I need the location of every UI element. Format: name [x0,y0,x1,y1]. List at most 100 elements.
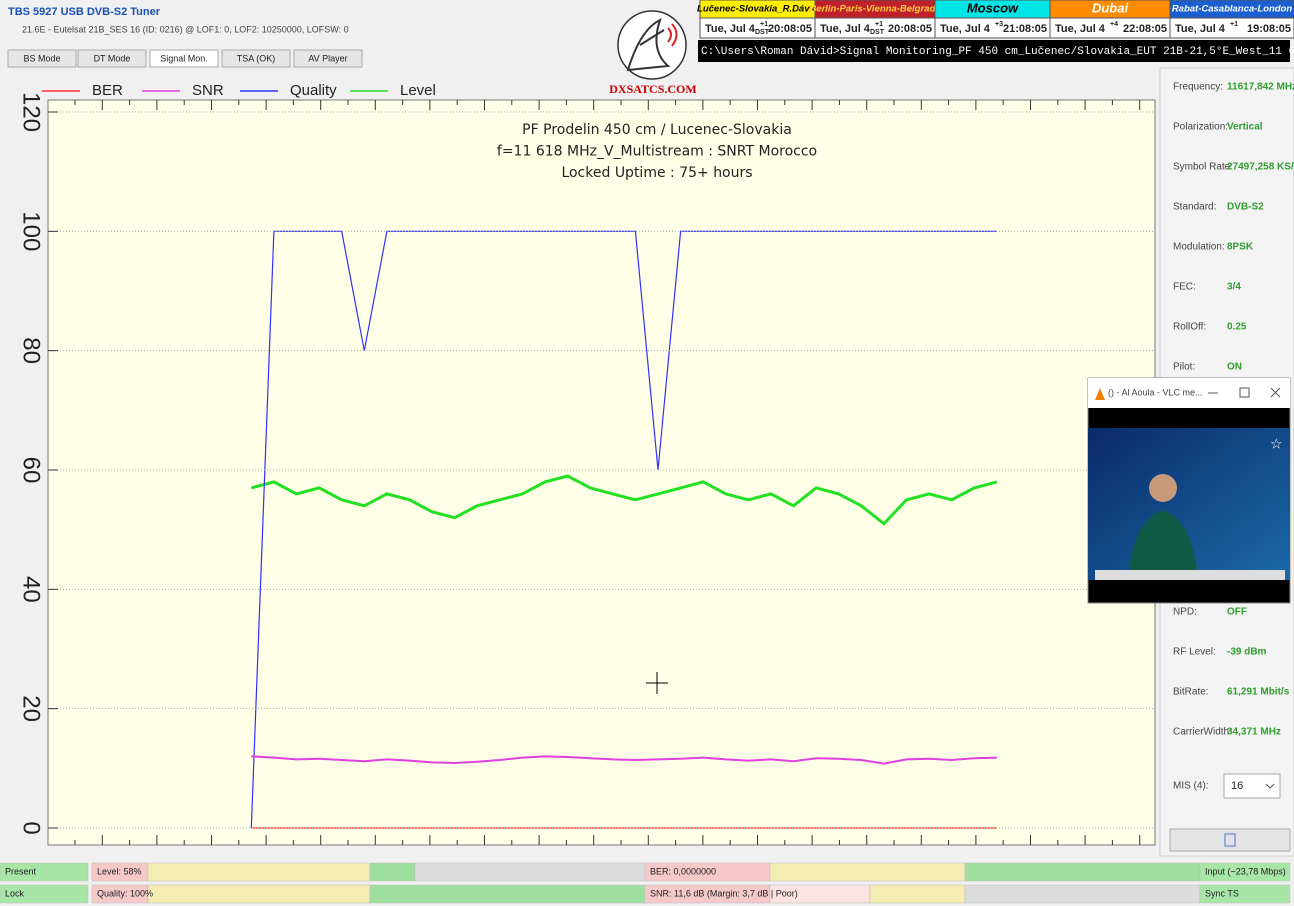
info-label: FEC: [1173,282,1196,293]
info-label: Pilot: [1173,362,1195,373]
status-segment [769,862,966,882]
y-tick-label: 100 [18,211,45,251]
info-value: 34,371 MHz [1227,727,1281,738]
legend-label: Level [400,82,436,99]
desk [1095,570,1285,580]
tab-label[interactable]: DT Mode [94,53,131,63]
info-label: Standard: [1173,202,1216,213]
dropdown-arrow [1265,783,1275,789]
info-label: Frequency: [1173,82,1223,93]
clock-date: Tue, Jul 4 [820,23,871,35]
tab[interactable] [7,49,77,68]
clock-time: 20:08:05 [888,23,932,35]
clock-time: 21:08:05 [1003,23,1047,35]
vlc-titlebar [1088,378,1290,408]
clock-date: Tue, Jul 4 [1055,23,1106,35]
clock-offset: +4 [1110,21,1118,28]
info-label: Polarization: [1173,122,1228,133]
status-text: Quality: 100% [97,888,153,898]
status-segment [1199,862,1291,882]
status-segment [414,862,646,882]
logo: DXSATCS.COM [609,10,697,96]
status-text: Sync TS [1205,888,1239,898]
legend-label: Quality [290,82,337,99]
tab[interactable] [77,49,147,68]
tab[interactable] [293,49,363,68]
status-segment [1199,884,1291,904]
info-value: DVB-S2 [1227,202,1264,213]
clock-offset: +3 [995,21,1003,28]
y-tick-label: 60 [18,457,45,484]
y-tick-label: 120 [18,92,45,132]
legend-label: SNR [192,82,224,99]
info-value: OFF [1227,607,1247,618]
status-segment [869,884,966,904]
status-segment [147,884,371,904]
plot-area [47,99,1156,846]
y-tick-label: 0 [18,821,45,834]
clock-city: Rabat-Casablanca-London [1172,4,1293,15]
tab-label[interactable]: BS Mode [23,53,60,63]
info-value: 11617,842 MHz [1227,82,1294,93]
tab-label[interactable]: AV Player [308,53,347,63]
status-text: Input (~23,78 Mbps) [1205,866,1286,876]
clock-city: Berlin-Paris-Vienna-Belgrade [809,4,941,15]
info-value: 27497,258 KS/s [1227,162,1294,173]
tab-label[interactable]: Signal Mon. [160,53,208,63]
clock-city: Moscow [967,0,1019,15]
status-segment [0,862,89,882]
status-segment [964,862,1201,882]
series-line [251,755,997,765]
clock-date: Tue, Jul 4 [705,23,756,35]
command-line [698,40,1290,62]
status-segment [0,884,89,904]
info-label: RF Level: [1173,647,1216,658]
info-value: -39 dBm [1227,647,1267,658]
clock-city: Lučenec-Slovakia_R.Dávid [697,4,818,15]
info-label: CarrierWidth: [1173,727,1232,738]
clock-time: 20:08:05 [768,23,812,35]
info-label: RollOff: [1173,322,1206,333]
vlc-close[interactable] [1270,387,1281,398]
tab[interactable] [149,49,219,68]
clock-offset: +1 [760,21,768,28]
clock-dst: DST [755,29,770,36]
mis-value[interactable]: 16 [1231,780,1243,792]
clock-offset: +1 [1230,21,1238,28]
star: ☆ [1270,436,1283,452]
info-label: BitRate: [1173,687,1209,698]
tab[interactable] [221,49,291,68]
command-text: C:\Users\Roman Dávid>Signal Monitoring_P… [701,46,1294,58]
mis-dropdown[interactable] [1223,773,1281,799]
mis-label: MIS (4): [1173,781,1209,792]
info-value: 0.25 [1227,322,1247,333]
info-label: Symbol Rate: [1173,162,1233,173]
vlc-maximize[interactable] [1239,387,1250,398]
clock-date: Tue, Jul 4 [1175,23,1226,35]
y-tick-label: 40 [18,576,45,603]
chart-annotation: Locked Uptime : 75+ hours [561,165,752,181]
legend-label: BER [92,82,123,99]
clock-dst: DST [870,29,885,36]
clock-time: 19:08:05 [1247,23,1291,35]
presenter-head [1149,474,1177,502]
status-segment [147,862,371,882]
app-subtitle: 21.6E - Eutelsat 21B_SES 16 (ID: 0216) @… [22,24,349,34]
clock-body [1169,17,1294,39]
tab-label[interactable]: TSA (OK) [237,53,276,63]
clock-time: 22:08:05 [1123,23,1167,35]
series-line [250,474,998,526]
info-value: ON [1227,362,1242,373]
presenter [1128,510,1198,580]
panel-button[interactable] [1169,828,1291,852]
app-title: TBS 5927 USB DVB-S2 Tuner [8,6,161,18]
info-value: 3/4 [1227,282,1241,293]
chart-annotation: PF Prodelin 450 cm / Lucenec-Slovakia [522,122,792,138]
y-tick-label: 80 [18,337,45,364]
logo-text: DXSATCS.COM [609,82,696,96]
vlc-icon [1095,388,1105,400]
clock-city: Dubai [1092,0,1129,15]
status-text: Level: 58% [97,866,142,876]
info-label: Modulation: [1173,242,1225,253]
status-text: Present [5,866,37,876]
